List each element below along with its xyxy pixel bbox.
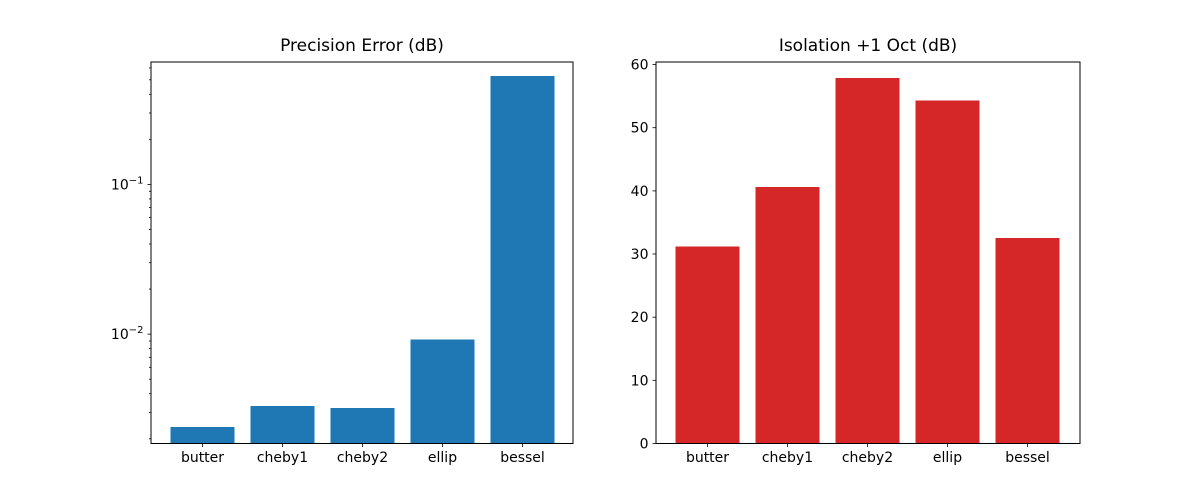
x-tick-label-cheby1: cheby1 <box>257 450 308 466</box>
y-tick-label: 50 <box>631 121 649 137</box>
bar-cheby2 <box>330 408 395 444</box>
y-tick-label: 0 <box>640 437 649 453</box>
bar-cheby1 <box>755 187 820 444</box>
x-tick-label-ellip: ellip <box>428 450 457 466</box>
bar-cheby1 <box>250 406 315 444</box>
x-tick-label-cheby2: cheby2 <box>842 450 893 466</box>
y-tick-label: 20 <box>631 310 649 326</box>
chart-title: Precision Error (dB) <box>280 36 444 56</box>
bar-ellip <box>915 100 980 444</box>
x-tick-label-ellip: ellip <box>933 450 962 466</box>
y-tick-label: 10−2 <box>111 325 144 343</box>
y-tick-label: 30 <box>631 247 649 263</box>
y-tick-label: 60 <box>631 58 649 74</box>
bar-butter <box>675 246 740 444</box>
bar-ellip <box>410 339 475 444</box>
subplot-1: 10−2 10−1 butter cheby1 cheby2 ellip bessel Pre… <box>111 36 574 466</box>
bar-cheby2 <box>835 77 900 444</box>
x-tick-label-bessel: bessel <box>500 450 545 466</box>
x-tick-label-bessel: bessel <box>1005 450 1050 466</box>
chart-title: Isolation +1 Oct (dB) <box>779 36 957 56</box>
axes-frame <box>655 61 1081 444</box>
bar-bessel <box>490 76 555 444</box>
axes-frame <box>150 61 574 444</box>
y-tick-label: 10−1 <box>111 175 144 193</box>
x-tick-label-butter: butter <box>686 450 729 466</box>
bar-butter <box>170 426 235 444</box>
subplot-2: 0 10 20 30 40 50 60 butter cheby1 cheby2 ellip bess… <box>631 36 1081 466</box>
x-tick-label-cheby2: cheby2 <box>337 450 388 466</box>
x-tick-label-cheby1: cheby1 <box>762 450 813 466</box>
y-tick-label: 40 <box>631 184 649 200</box>
y-tick-label: 10 <box>631 373 649 389</box>
x-tick-label-butter: butter <box>181 450 224 466</box>
bar-bessel <box>995 238 1060 444</box>
